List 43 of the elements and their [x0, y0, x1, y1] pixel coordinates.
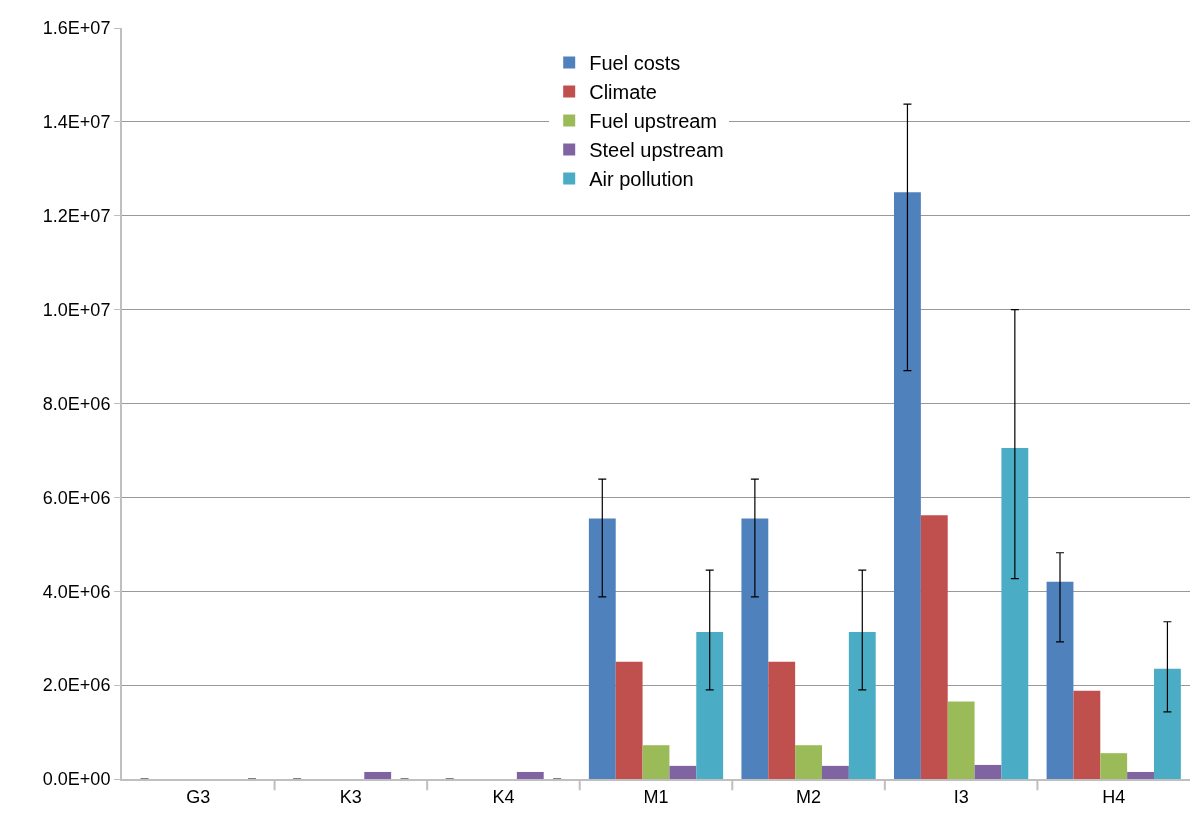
bar [822, 765, 849, 779]
bar [1127, 771, 1154, 779]
y-tick-label: 4.0E+06 [42, 581, 111, 602]
bar [1001, 448, 1029, 779]
bar [1153, 668, 1181, 779]
bar [768, 661, 796, 779]
bar [669, 765, 697, 779]
bar [364, 771, 392, 779]
bar [741, 518, 769, 779]
y-tick-label: 0.0E+00 [42, 769, 111, 790]
bar [848, 632, 876, 779]
x-tick-label: M2 [796, 786, 822, 807]
y-tick-label: 1.2E+07 [42, 206, 111, 227]
bar [642, 745, 670, 779]
y-tick-label: 8.0E+06 [42, 393, 111, 414]
bar [516, 771, 544, 779]
legend-label: Steel upstream [589, 139, 724, 162]
y-tick-label: 2.0E+06 [42, 675, 111, 696]
bar [920, 515, 948, 779]
bar [947, 701, 975, 779]
x-tick-label: K3 [339, 786, 362, 807]
legend-label: Fuel costs [589, 52, 681, 75]
x-tick-label: K4 [492, 786, 515, 807]
bar [1046, 581, 1074, 779]
legend-label: Air pollution [589, 168, 694, 191]
legend-label: Fuel upstream [589, 110, 718, 133]
x-tick-label: G3 [186, 786, 211, 807]
bar [615, 661, 643, 779]
bar [588, 518, 616, 779]
y-tick-label: 1.0E+07 [42, 299, 111, 320]
bar [696, 632, 724, 779]
y-tick-label: 1.4E+07 [42, 112, 111, 133]
bar [1100, 753, 1128, 779]
x-tick-label: M1 [643, 786, 669, 807]
legend-label: Climate [589, 81, 657, 104]
x-tick-label: H4 [1102, 786, 1126, 807]
y-tick-label: 6.0E+06 [42, 487, 111, 508]
y-tick-label: 1.6E+07 [42, 18, 111, 39]
bar [1073, 690, 1101, 779]
bar [795, 745, 822, 779]
x-tick-label: I3 [953, 786, 969, 807]
bar [894, 192, 921, 779]
bar [974, 764, 1002, 779]
